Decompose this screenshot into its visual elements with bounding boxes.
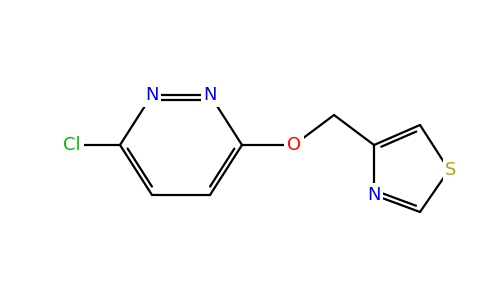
Text: S: S	[445, 161, 457, 179]
Text: N: N	[203, 86, 217, 104]
Text: Cl: Cl	[63, 136, 81, 154]
Text: N: N	[367, 186, 381, 204]
Text: O: O	[287, 136, 301, 154]
Text: N: N	[145, 86, 159, 104]
